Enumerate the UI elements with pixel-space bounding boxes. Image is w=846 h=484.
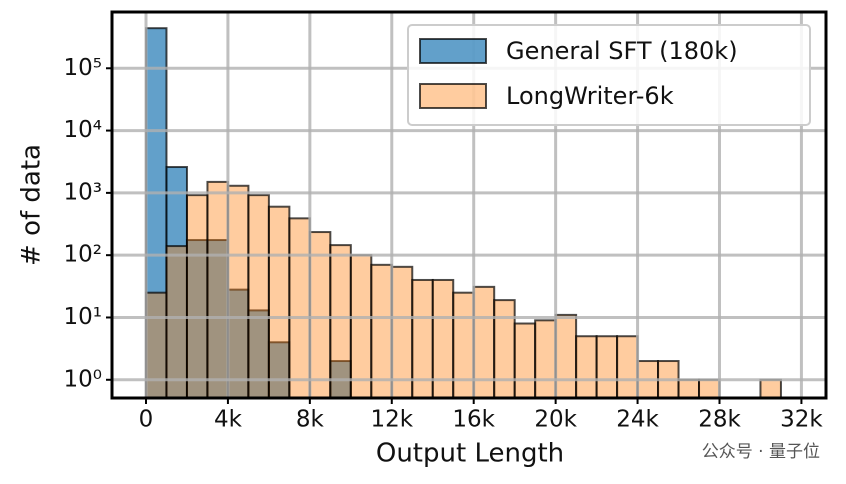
y-tick-label: 10² xyxy=(64,242,103,268)
y-tick-label: 10³ xyxy=(64,179,103,205)
bar xyxy=(493,299,516,399)
bar xyxy=(267,205,291,399)
x-axis-label: Output Length xyxy=(376,439,564,469)
bar xyxy=(616,335,639,399)
y-tick-label: 10⁴ xyxy=(64,117,103,143)
bar xyxy=(595,335,619,399)
x-tick-label: 32k xyxy=(780,407,823,433)
legend-label: LongWriter-6k xyxy=(506,82,674,110)
y-tick-label: 10⁵ xyxy=(64,55,103,81)
y-axis-label: # of data xyxy=(17,144,47,266)
legend-label: General SFT (180k) xyxy=(506,37,738,65)
x-tick-label: 8k xyxy=(296,407,325,433)
y-tick-label: 10⁰ xyxy=(64,366,103,392)
bar xyxy=(452,291,475,400)
x-tick-label: 16k xyxy=(452,407,495,433)
x-tick-label: 20k xyxy=(534,407,577,433)
y-tick-label: 10¹ xyxy=(64,304,103,330)
plot-frame xyxy=(110,10,828,400)
x-tick-label: 0 xyxy=(139,407,154,433)
x-tick-label: 24k xyxy=(616,407,659,433)
bar xyxy=(206,180,229,399)
bar xyxy=(677,378,701,400)
bar xyxy=(759,378,782,400)
bar xyxy=(554,313,578,399)
legend-swatch xyxy=(419,38,487,64)
legend-swatch xyxy=(419,83,487,109)
bar xyxy=(534,319,557,399)
bar xyxy=(165,245,188,399)
bar xyxy=(349,254,373,399)
bar xyxy=(513,322,537,400)
bar xyxy=(247,194,270,399)
bar xyxy=(575,335,598,399)
x-tick-label: 28k xyxy=(698,407,741,433)
bar xyxy=(145,291,168,400)
bar xyxy=(370,263,393,399)
bar xyxy=(308,231,332,399)
legend-box xyxy=(407,24,811,126)
bar xyxy=(329,244,352,399)
bar xyxy=(185,194,209,399)
bar xyxy=(226,184,250,399)
x-tick-label: 12k xyxy=(370,407,413,433)
bar xyxy=(288,217,311,399)
bar xyxy=(698,378,721,400)
bar xyxy=(472,285,496,399)
watermark: 公众号 · 量子位 xyxy=(702,442,820,462)
x-tick-label: 4k xyxy=(214,407,243,433)
